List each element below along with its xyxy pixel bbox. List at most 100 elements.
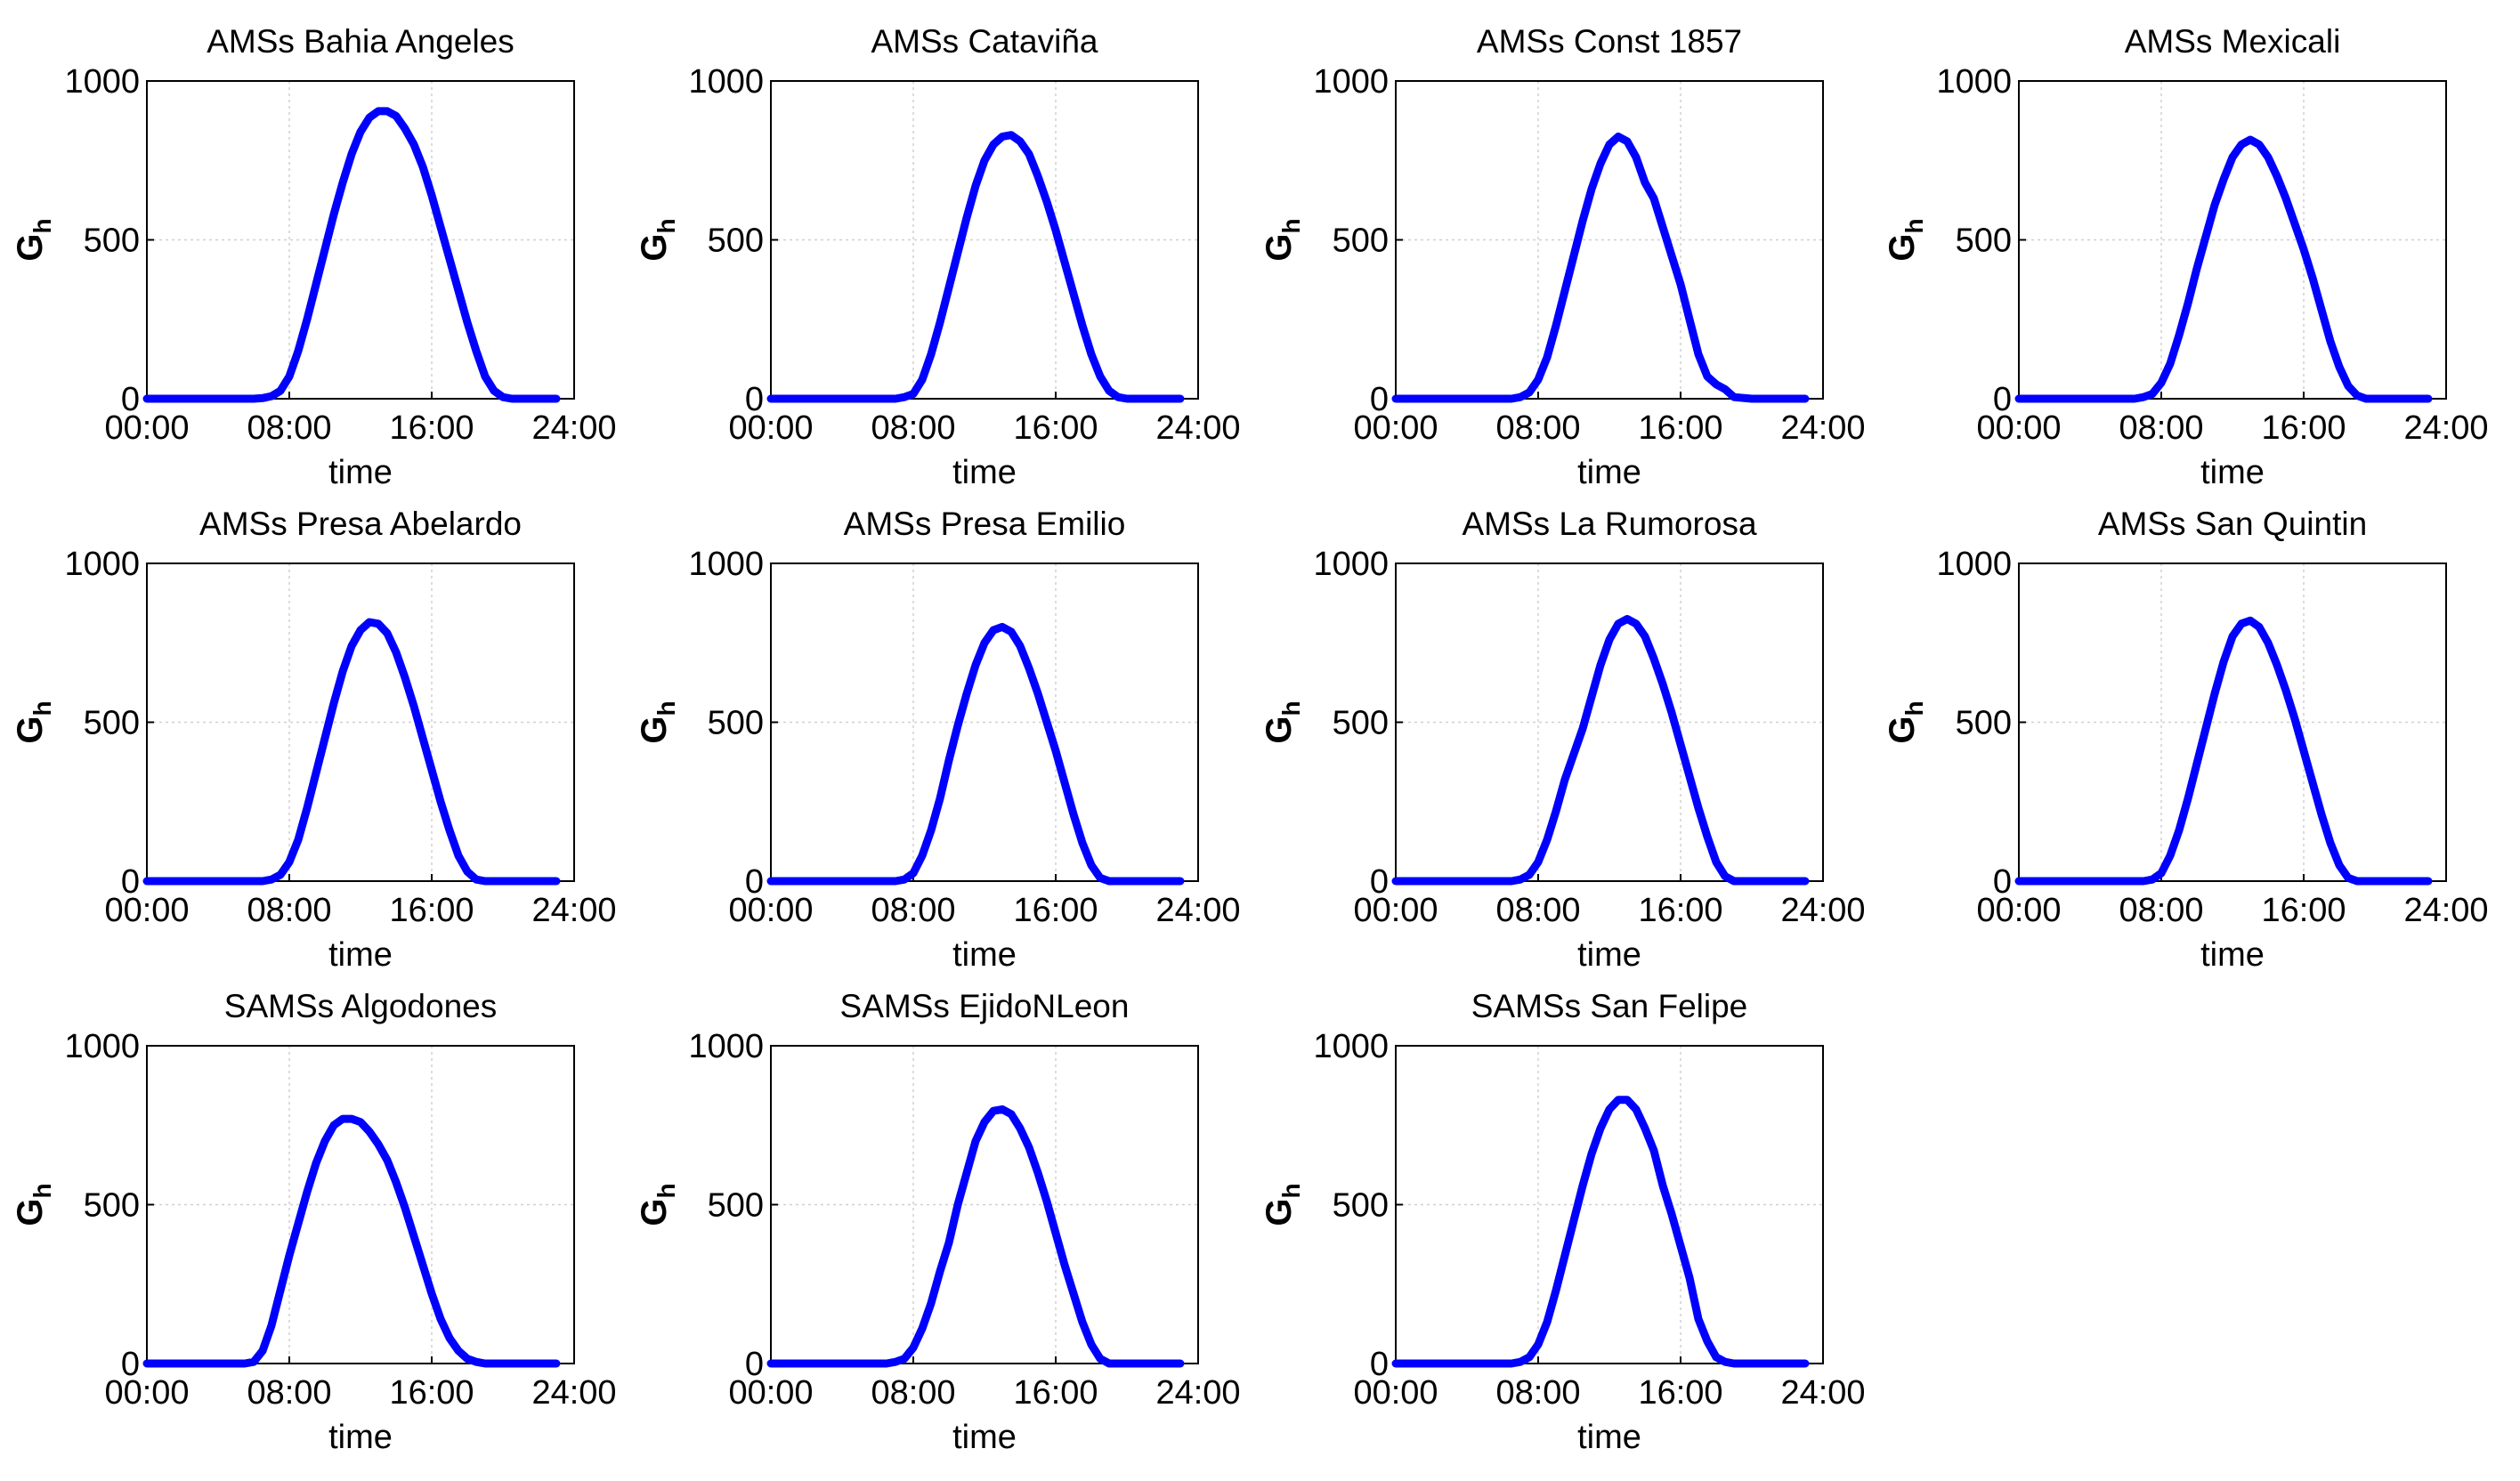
y-tick-label: 0	[745, 381, 764, 418]
chart-title: SAMSs EjidoNLeon	[840, 988, 1130, 1024]
chart-title: AMSs La Rumorosa	[1462, 506, 1756, 542]
x-tick-label: 24:00	[1155, 409, 1240, 447]
y-axis-label: Gh	[1260, 700, 1305, 743]
x-tick-label: 08:00	[247, 1374, 331, 1412]
subplot-9: 00:00 08:00 16:00 24:00 0 500 1000 SAMSs EjidoN…	[635, 988, 1241, 1456]
chart-title: AMSs Mexicali	[2125, 23, 2341, 60]
y-tick-label: 0	[1993, 381, 2012, 418]
x-axis-label: time	[328, 936, 393, 974]
y-tick-label: 500	[1333, 705, 1389, 742]
x-tick-label: 16:00	[389, 1374, 474, 1412]
subplot-2: 00:00 08:00 16:00 24:00 0 500 1000 AMSs Const 1…	[1260, 23, 1866, 491]
y-tick-label: 0	[1993, 863, 2012, 901]
y-tick-label: 0	[745, 863, 764, 901]
y-axis-label-subscript: h	[652, 700, 680, 716]
x-tick-label: 00:00	[1976, 892, 2061, 929]
x-tick-label: 00:00	[1976, 409, 2061, 447]
y-tick-label: 500	[1956, 705, 2012, 742]
y-axis-label: Gh	[11, 218, 56, 261]
y-axis-label-subscript: h	[652, 218, 680, 233]
y-axis-label-subscript: h	[1900, 700, 1928, 716]
y-tick-label: 500	[84, 223, 140, 260]
x-tick-label: 00:00	[728, 409, 813, 447]
y-axis-label-main: G	[635, 1198, 674, 1226]
y-axis-label-subscript: h	[1277, 700, 1305, 716]
y-tick-label: 500	[84, 705, 140, 742]
x-tick-label: 16:00	[2261, 409, 2346, 447]
x-tick-label: 16:00	[1013, 409, 1098, 447]
series-line	[766, 131, 1185, 403]
x-axis-label: time	[2200, 936, 2265, 974]
x-axis-label: time	[1577, 936, 1641, 974]
y-axis-label: Gh	[11, 1183, 56, 1226]
y-axis-label: Gh	[1260, 1183, 1305, 1226]
x-tick-label: 08:00	[247, 409, 331, 447]
series-line	[142, 618, 561, 886]
x-axis-label: time	[952, 1419, 1017, 1456]
subplot-7: 00:00 08:00 16:00 24:00 0 500 1000 AMSs San Qui…	[1883, 506, 2489, 974]
x-tick-label: 08:00	[871, 1374, 955, 1412]
y-tick-label: 500	[1333, 223, 1389, 260]
chart-title: AMSs Presa Emilio	[844, 506, 1126, 542]
y-tick-label: 0	[1370, 863, 1389, 901]
x-axis-label: time	[952, 454, 1017, 491]
y-axis-label: Gh	[635, 700, 680, 743]
y-tick-label: 1000	[688, 1028, 764, 1065]
y-tick-label: 500	[708, 705, 764, 742]
x-tick-label: 24:00	[1780, 892, 1865, 929]
subplot-1: 00:00 08:00 16:00 24:00 0 500 1000 AMSs Cataviñ…	[635, 23, 1241, 491]
y-axis-label-subscript: h	[28, 700, 56, 716]
y-tick-label: 0	[121, 381, 140, 418]
y-axis-label-subscript: h	[1277, 1183, 1305, 1198]
y-tick-label: 1000	[1313, 546, 1389, 583]
x-tick-label: 16:00	[389, 892, 474, 929]
subplot-6: 00:00 08:00 16:00 24:00 0 500 1000 AMSs La Rumo…	[1260, 506, 1866, 974]
x-tick-label: 00:00	[104, 892, 189, 929]
x-axis-label: time	[1577, 454, 1641, 491]
x-tick-label: 16:00	[389, 409, 474, 447]
y-axis-label: Gh	[635, 1183, 680, 1226]
x-tick-label: 16:00	[1013, 892, 1098, 929]
y-tick-label: 0	[1370, 1346, 1389, 1383]
subplot-10: 00:00 08:00 16:00 24:00 0 500 1000 SAMSs San Fe…	[1260, 988, 1866, 1456]
x-tick-label: 16:00	[1638, 1374, 1722, 1412]
x-tick-label: 24:00	[1155, 1374, 1240, 1412]
chart-title: SAMSs San Felipe	[1471, 988, 1748, 1024]
x-tick-label: 24:00	[2403, 409, 2488, 447]
y-tick-label: 1000	[1313, 1028, 1389, 1065]
subplot-8: 00:00 08:00 16:00 24:00 0 500 1000 SAMSs Algodo…	[11, 988, 617, 1456]
y-axis-label: Gh	[1260, 218, 1305, 261]
chart-title: AMSs Bahia Angeles	[207, 23, 515, 60]
y-axis-label-main: G	[1883, 233, 1922, 261]
y-axis-label-subscript: h	[652, 1183, 680, 1198]
y-tick-label: 1000	[688, 63, 764, 101]
y-tick-label: 0	[121, 1346, 140, 1383]
y-tick-label: 500	[84, 1187, 140, 1225]
y-tick-label: 500	[1956, 223, 2012, 260]
y-axis-label-main: G	[11, 1198, 50, 1226]
series-line	[142, 1114, 561, 1368]
chart-title: AMSs Cataviña	[871, 23, 1098, 60]
x-tick-label: 00:00	[104, 1374, 189, 1412]
x-tick-label: 24:00	[1155, 892, 1240, 929]
y-axis-label-main: G	[635, 716, 674, 743]
series-line	[1391, 133, 1810, 403]
x-tick-label: 24:00	[531, 892, 616, 929]
y-tick-label: 1000	[1936, 546, 2012, 583]
y-axis-label-subscript: h	[1277, 218, 1305, 233]
x-tick-label: 16:00	[2261, 892, 2346, 929]
series-line	[1391, 615, 1810, 886]
x-axis-label: time	[1577, 1419, 1641, 1456]
y-axis-label-main: G	[11, 233, 50, 261]
x-tick-label: 08:00	[247, 892, 331, 929]
y-axis-label-main: G	[11, 716, 50, 743]
y-tick-label: 500	[1333, 1187, 1389, 1225]
x-tick-label: 08:00	[871, 409, 955, 447]
x-axis-label: time	[2200, 454, 2265, 491]
x-axis-label: time	[328, 1419, 393, 1456]
chart-title: AMSs Const 1857	[1477, 23, 1742, 60]
chart-title: SAMSs Algodones	[224, 988, 497, 1024]
series-line	[2014, 616, 2433, 886]
x-tick-label: 08:00	[1495, 1374, 1580, 1412]
x-tick-label: 08:00	[1495, 409, 1580, 447]
